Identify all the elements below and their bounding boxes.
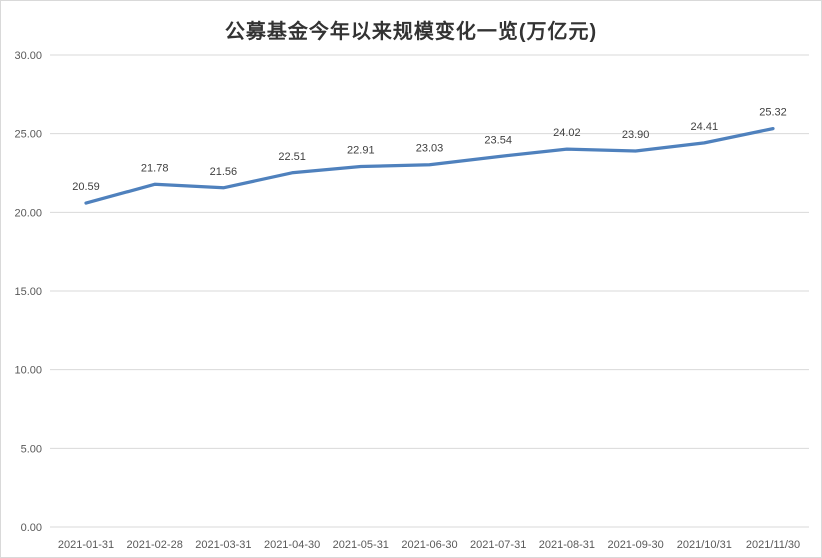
x-axis-tick-label: 2021-02-28 <box>127 539 183 551</box>
y-axis-tick-label: 25.00 <box>14 129 42 141</box>
data-point-label: 23.54 <box>484 135 512 147</box>
x-axis-tick-label: 2021-09-30 <box>607 539 663 551</box>
data-point-label: 20.59 <box>72 181 100 193</box>
x-axis-tick-label: 2021-05-31 <box>333 539 389 551</box>
y-axis-tick-label: 10.00 <box>14 365 42 377</box>
x-axis-tick-label: 2021-04-30 <box>264 539 320 551</box>
series-line <box>84 126 775 205</box>
data-point-label: 21.78 <box>141 162 169 174</box>
data-point-label: 24.02 <box>553 127 581 139</box>
data-point-label: 21.56 <box>210 166 238 178</box>
x-axis-tick-label: 2021-08-31 <box>539 539 595 551</box>
data-point-label: 25.32 <box>759 107 787 119</box>
y-axis-tick-label: 0.00 <box>21 522 42 534</box>
x-axis-tick-label: 2021-03-31 <box>195 539 251 551</box>
x-axis-tick-label: 2021-06-30 <box>401 539 457 551</box>
data-point-label: 23.03 <box>416 143 444 155</box>
x-axis-tick-label: 2021-07-31 <box>470 539 526 551</box>
x-axis-tick-label: 2021/10/31 <box>677 539 732 551</box>
chart-title: 公募基金今年以来规模变化一览(万亿元) <box>224 21 598 43</box>
x-axis-tick-label: 2021/11/30 <box>746 539 800 551</box>
data-point-label: 23.90 <box>622 129 650 141</box>
data-point-label: 24.41 <box>691 121 719 133</box>
data-point-label: 22.91 <box>347 145 375 157</box>
y-axis-tick-label: 20.00 <box>14 207 42 219</box>
y-axis-tick-label: 5.00 <box>21 443 42 455</box>
y-axis-tick-label: 15.00 <box>14 286 42 298</box>
x-axis-tick-label: 2021-01-31 <box>58 539 114 551</box>
y-axis-tick-label: 30.00 <box>14 50 42 62</box>
data-point-label: 22.51 <box>278 151 306 163</box>
